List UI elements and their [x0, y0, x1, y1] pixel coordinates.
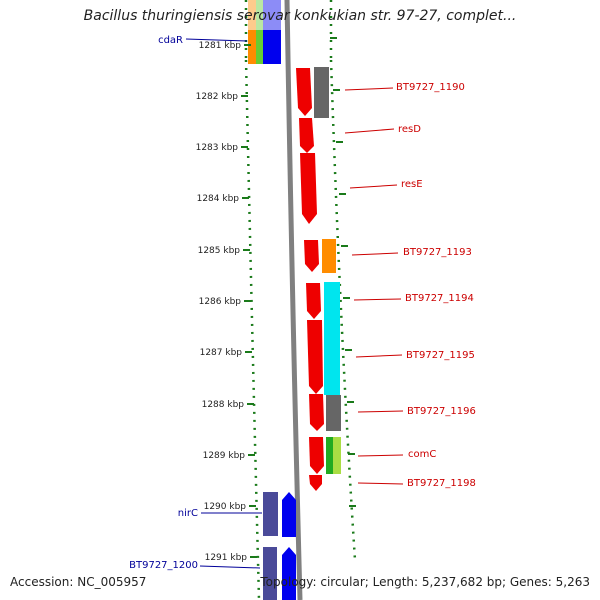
gene-arrow-comC: [309, 437, 324, 474]
left-dotted-ring: [244, 0, 261, 600]
gene-arrow-resD: [299, 118, 314, 153]
gene-callout-line: [185, 38, 248, 42]
gene-arrow-1190: [296, 68, 312, 116]
top-gene-cluster: [248, 0, 281, 64]
right-ring-ticks: [330, 37, 356, 507]
gene-arrow-1194: [306, 283, 321, 319]
kbp-tick-label: 1287 kbp: [200, 348, 243, 358]
gene-label[interactable]: cdaR: [158, 35, 183, 46]
topology-summary: Topology: circular; Length: 5,237,682 bp…: [260, 575, 590, 589]
gene-label[interactable]: comC: [408, 449, 436, 460]
right-dotted-ring: [329, 0, 357, 561]
gene-callout-line: [344, 128, 395, 134]
kbp-tick-label: 1282 kbp: [196, 92, 239, 102]
backbone: [284, 0, 303, 600]
gene-label[interactable]: BT9727_1190: [396, 82, 465, 93]
kbp-tick-label: 1289 kbp: [203, 451, 246, 461]
gene-label[interactable]: BT9727_1200: [129, 560, 198, 571]
kbp-tick-label: 1286 kbp: [199, 297, 242, 307]
gene-callout-group: cdaR BT9727_1190 resD resE BT9727_1193 BT9727…: [129, 35, 476, 571]
gene-callout-line: [357, 454, 404, 457]
gene-callout-line: [357, 482, 404, 485]
gene-callout-line: [199, 565, 261, 569]
map-title: Bacillus thuringiensis serovar konkukian…: [83, 8, 517, 24]
kbp-tick-group: 1281 kbp 1282 kbp 1283 kbp 1284 kbp 1285 kbp…: [196, 41, 257, 563]
gene-label[interactable]: BT9727_1194: [405, 293, 474, 304]
kbp-tick-label: 1288 kbp: [202, 400, 245, 410]
gene-callout-line: [357, 410, 404, 413]
gene-arrow-1193: [304, 240, 319, 272]
right-track-genes: [314, 67, 341, 474]
gene-arrow-resE: [300, 153, 317, 224]
kbp-tick-label: 1285 kbp: [198, 246, 241, 256]
gene-callout-line: [353, 298, 402, 301]
gene-callout-line: [349, 184, 398, 189]
gene-arrow-1198: [309, 475, 322, 491]
gene-label[interactable]: resD: [398, 124, 421, 135]
red-genes: [296, 68, 324, 491]
kbp-tick-label: 1284 kbp: [197, 194, 240, 204]
bottom-gene-cluster: [263, 492, 296, 600]
gene-label[interactable]: nirC: [178, 508, 198, 519]
kbp-tick-label: 1290 kbp: [204, 502, 247, 512]
kbp-tick-label: 1281 kbp: [199, 41, 242, 51]
gene-label[interactable]: BT9727_1196: [407, 406, 476, 417]
gene-label[interactable]: BT9727_1195: [406, 350, 475, 361]
gene-arrow-1196: [309, 394, 324, 431]
gene-label[interactable]: BT9727_1193: [403, 247, 472, 258]
kbp-tick-label: 1291 kbp: [205, 553, 248, 563]
gene-callout-line: [351, 252, 399, 256]
kbp-tick-label: 1283 kbp: [196, 143, 239, 153]
gene-arrow-1195: [307, 320, 323, 394]
gene-label[interactable]: BT9727_1198: [407, 478, 476, 489]
gene-callout-line: [355, 354, 403, 358]
gene-callout-line: [344, 87, 394, 91]
gene-label[interactable]: resE: [401, 179, 423, 190]
accession-text: Accession: NC_005957: [10, 575, 147, 589]
